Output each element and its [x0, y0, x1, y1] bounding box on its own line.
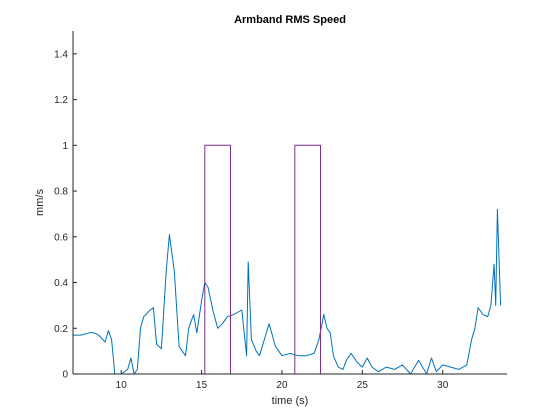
y-tick-label: 0.4 — [54, 278, 68, 289]
x-tick-label: 15 — [196, 380, 208, 391]
x-tick-label: 10 — [116, 380, 128, 391]
y-tick-label: 0.8 — [54, 187, 68, 198]
axis-layer: 10 15 20 25 30 0 0.2 0.4 0.6 0.8 1 1.2 1.4 — [54, 31, 507, 391]
y-tick-label: 0.6 — [54, 232, 68, 243]
y-tick-label: 1.4 — [54, 49, 68, 60]
y-axis-label: mm/s — [34, 189, 46, 216]
x-tick-label: 30 — [437, 380, 449, 391]
x-tick-label: 25 — [357, 380, 369, 391]
y-tick-label: 0 — [62, 370, 68, 381]
plot-area — [73, 31, 507, 374]
x-tick-label: 20 — [276, 380, 288, 391]
y-tick-label: 0.2 — [54, 324, 68, 335]
series-line-1 — [73, 208, 502, 375]
y-tick-label: 1 — [62, 141, 68, 152]
y-tick-label: 1.2 — [54, 95, 68, 106]
x-axis-label: time (s) — [272, 395, 309, 407]
chart-title: Armband RMS Speed — [234, 14, 346, 26]
